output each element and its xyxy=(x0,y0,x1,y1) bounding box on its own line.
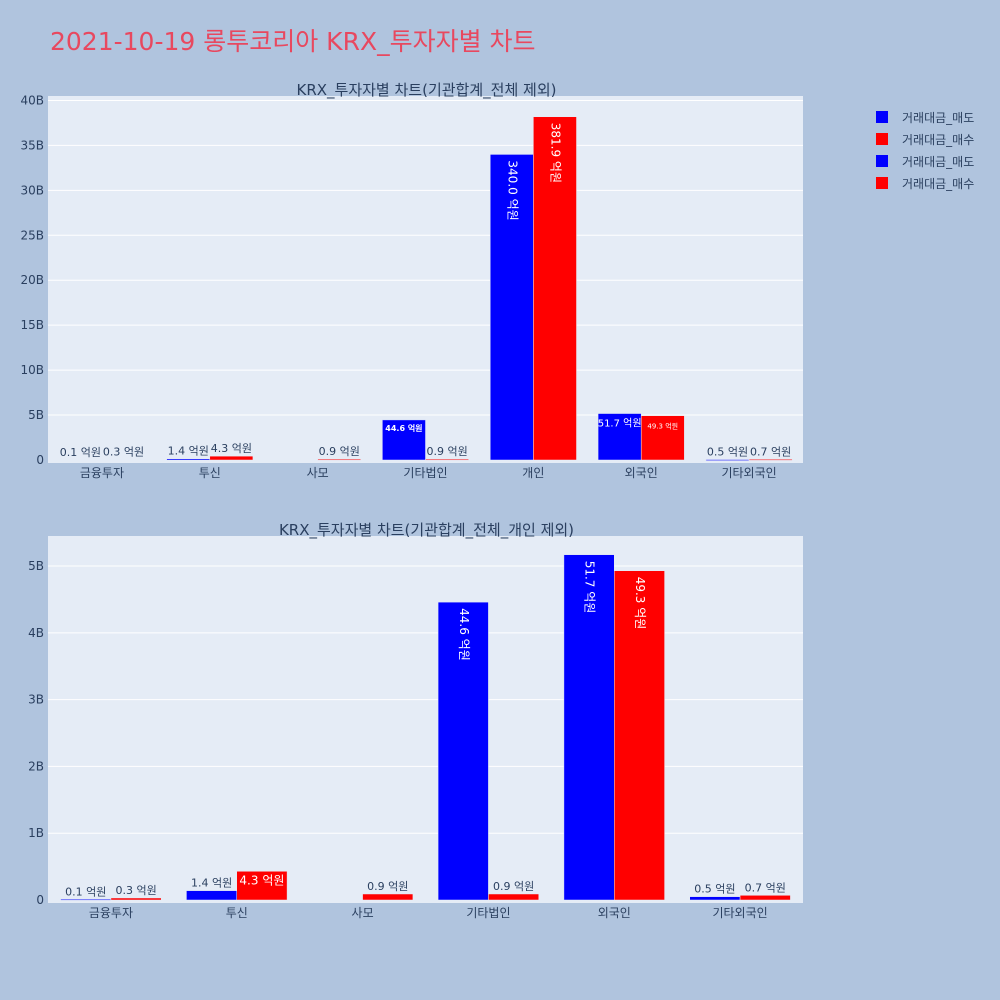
x-tick-label: 금융투자 xyxy=(80,466,124,480)
bar xyxy=(166,458,211,461)
data-label: 0.9 억원 xyxy=(367,880,408,893)
bar xyxy=(437,601,489,901)
bar xyxy=(597,413,642,461)
data-label: 51.7 억원 xyxy=(583,561,597,614)
x-tick-label: 사모 xyxy=(352,906,374,920)
y-tick-label: 10B xyxy=(20,363,44,377)
bar xyxy=(209,455,254,461)
data-label: 340.0 억원 xyxy=(505,160,519,220)
y-tick-label: 0 xyxy=(36,893,44,907)
y-tick-label: 20B xyxy=(20,273,44,287)
bar xyxy=(489,154,534,461)
y-tick-label: 30B xyxy=(20,183,44,197)
bar xyxy=(563,554,615,901)
page-title: 2021-10-19 롱투코리아 KRX_투자자별 차트 xyxy=(50,27,536,56)
legend-swatch xyxy=(876,133,888,145)
legend-label: 거래대금_매수 xyxy=(902,132,975,147)
data-label: 49.3 억원 xyxy=(633,577,647,630)
data-label: 1.4 억원 xyxy=(191,877,232,890)
bar xyxy=(488,893,539,901)
data-label: 0.9 억원 xyxy=(426,445,467,458)
legend-label: 거래대금_매도 xyxy=(902,154,975,169)
y-tick-label: 3B xyxy=(28,693,44,707)
data-label: 51.7 억원 xyxy=(598,418,642,430)
y-tick-label: 4B xyxy=(28,626,44,640)
x-tick-label: 기타외국인 xyxy=(712,906,767,920)
legend-item[interactable]: 거래대금_매도 xyxy=(876,150,974,172)
bar xyxy=(362,893,414,901)
chart-title: KRX_투자자별 차트(기관합계_전체_개인 제외) xyxy=(279,521,574,540)
bar xyxy=(689,896,741,901)
y-tick-label: 1B xyxy=(28,826,44,840)
data-label: 0.3 억원 xyxy=(103,446,144,459)
data-label: 4.3 억원 xyxy=(211,442,252,455)
legend-item[interactable]: 거래대금_매수 xyxy=(876,172,974,194)
data-label: 0.5 억원 xyxy=(707,446,748,459)
bar xyxy=(186,890,238,901)
y-tick-label: 35B xyxy=(20,138,44,152)
bar xyxy=(317,458,362,461)
data-label: 0.3 억원 xyxy=(115,884,156,897)
data-label: 0.1 억원 xyxy=(60,446,101,459)
data-label: 49.3 억원 xyxy=(647,422,678,431)
bar xyxy=(236,871,288,901)
data-label: 44.6 억원 xyxy=(385,423,422,433)
bar xyxy=(748,459,793,461)
plot-area xyxy=(48,536,803,903)
y-tick-label: 0 xyxy=(36,453,44,467)
legend-label: 거래대금_매수 xyxy=(902,176,975,191)
x-tick-label: 금융투자 xyxy=(89,906,133,920)
data-label: 0.1 억원 xyxy=(65,885,106,898)
legend-swatch xyxy=(876,155,888,167)
y-tick-label: 40B xyxy=(20,93,44,107)
y-tick-label: 2B xyxy=(28,759,44,773)
chart-title: KRX_투자자별 차트(기관합계_전체 제외) xyxy=(297,81,557,100)
y-tick-label: 5B xyxy=(28,559,44,573)
bar xyxy=(614,570,665,901)
data-label: 1.4 억원 xyxy=(168,445,209,458)
bar xyxy=(60,899,112,901)
x-tick-label: 외국인 xyxy=(598,906,631,920)
y-tick-label: 25B xyxy=(20,228,44,242)
legend-item[interactable]: 거래대금_매도 xyxy=(876,106,974,128)
legend-label: 거래대금_매도 xyxy=(902,110,975,125)
bar xyxy=(640,415,685,461)
y-tick-label: 5B xyxy=(28,408,44,422)
data-label: 0.9 억원 xyxy=(319,445,360,458)
data-label: 4.3 억원 xyxy=(239,873,284,887)
data-label: 0.7 억원 xyxy=(750,445,791,458)
x-tick-label: 외국인 xyxy=(625,466,658,480)
bar xyxy=(533,116,577,461)
data-label: 0.5 억원 xyxy=(694,883,735,896)
legend-swatch xyxy=(876,177,888,189)
bar xyxy=(425,458,469,461)
x-tick-label: 투신 xyxy=(199,466,221,480)
legend-item[interactable]: 거래대금_매수 xyxy=(876,128,974,150)
plot-area xyxy=(48,96,803,463)
bar xyxy=(110,897,162,901)
x-tick-label: 기타외국인 xyxy=(721,466,776,480)
bar xyxy=(739,895,791,901)
x-tick-label: 투신 xyxy=(226,906,248,920)
data-label: 381.9 억원 xyxy=(548,123,562,183)
x-tick-label: 기타법인 xyxy=(403,466,447,480)
data-label: 0.7 억원 xyxy=(745,881,786,894)
legend[interactable]: 거래대금_매도 거래대금_매수 거래대금_매도 거래대금_매수 xyxy=(876,106,974,194)
legend-swatch xyxy=(876,111,888,123)
data-label: 44.6 억원 xyxy=(457,608,471,661)
x-tick-label: 사모 xyxy=(307,466,329,480)
x-tick-label: 개인 xyxy=(522,466,544,480)
y-tick-label: 15B xyxy=(20,318,44,332)
x-tick-label: 기타법인 xyxy=(466,906,510,920)
bar xyxy=(705,459,750,461)
data-label: 0.9 억원 xyxy=(493,880,534,893)
bar xyxy=(382,419,426,461)
